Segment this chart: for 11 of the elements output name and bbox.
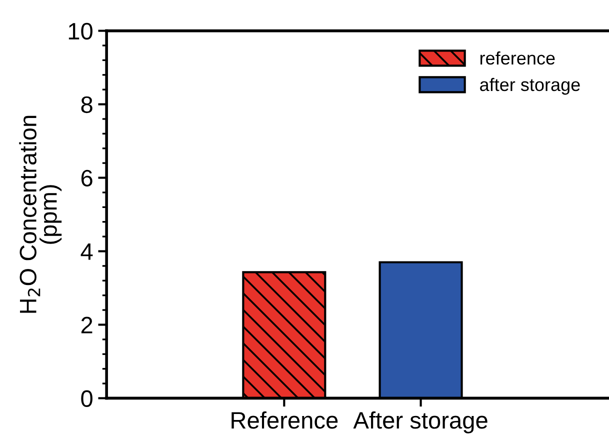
- x-tick-label: Reference: [232, 411, 338, 429]
- y-tick-label: 8: [81, 96, 92, 114]
- y-tick-label: 6: [81, 170, 92, 187]
- y-tick-label: 2: [81, 316, 92, 334]
- legend-label: reference: [480, 51, 555, 65]
- legend-label: after storage: [480, 78, 580, 95]
- x-tick-label: After storage: [353, 411, 488, 434]
- y-tick-label: 0: [81, 390, 92, 407]
- y-axis-title: H$_{2}$O Concentration (ppm): [19, 116, 62, 313]
- y-tick-label: 4: [80, 244, 93, 260]
- y-tick-label: 10: [68, 22, 92, 40]
